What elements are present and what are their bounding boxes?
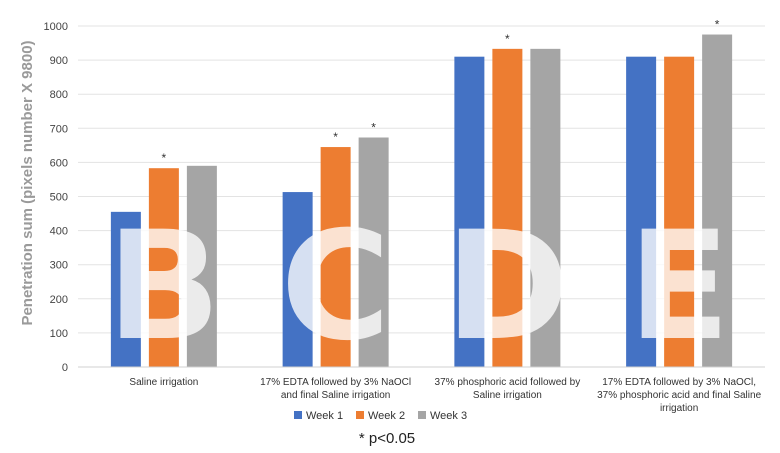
panel-letter: C: [281, 200, 391, 374]
bar: [358, 137, 389, 367]
y-tick-labels: 0 100 200 300 400 500 600 700 800 900 1000: [44, 21, 68, 374]
y-tick-label: 800: [50, 89, 68, 101]
bar: [320, 147, 351, 367]
bar: [492, 48, 523, 368]
bar: [148, 168, 179, 367]
legend-label: Week 1: [306, 410, 343, 422]
panel-letter: E: [628, 200, 730, 374]
legend-label: Week 3: [430, 410, 467, 422]
bar: [110, 211, 141, 367]
category-label: Saline irrigation: [473, 390, 542, 401]
y-tick-label: 200: [50, 294, 68, 306]
bar: [282, 192, 313, 367]
y-tick-label: 0: [62, 362, 68, 374]
category-label: 17% EDTA followed by 3% NaOCl: [260, 377, 411, 388]
y-tick-label: 100: [50, 328, 68, 340]
bar: [186, 165, 217, 367]
y-tick-label: 1000: [44, 21, 68, 33]
panel-letter: D: [445, 200, 570, 374]
y-tick-label: 400: [50, 226, 68, 238]
y-tick-label: 900: [50, 55, 68, 67]
legend-label: Week 2: [368, 410, 405, 422]
legend-swatch: [356, 411, 364, 419]
significance-star: *: [371, 121, 376, 135]
significance-footnote: * p<0.05: [359, 430, 415, 447]
bar: [530, 48, 561, 368]
category-label: 17% EDTA followed by 3% NaOCl,: [602, 377, 756, 388]
significance-star: *: [162, 151, 167, 165]
significance-star: *: [715, 18, 720, 32]
significance-star: *: [333, 130, 338, 144]
y-tick-label: 600: [50, 157, 68, 169]
legend-swatch: [294, 411, 302, 419]
bar: [626, 56, 657, 367]
category-label: and final Saline irrigation: [281, 390, 391, 401]
significance-star: *: [505, 32, 510, 46]
bar: [664, 56, 695, 367]
bar: [454, 56, 485, 367]
significance-markers: * * * * *: [162, 18, 720, 166]
panel-letter: B: [107, 200, 221, 374]
bar: [702, 34, 733, 368]
category-labels: Saline irrigation 17% EDTA followed by 3%…: [129, 377, 761, 414]
legend-swatch: [418, 411, 426, 419]
category-label: Saline irrigation: [129, 377, 198, 388]
y-axis-label: Penetration sum (pixels number X 9800): [19, 40, 36, 325]
y-tick-label: 700: [50, 123, 68, 135]
category-label: irrigation: [660, 403, 698, 414]
bars: [110, 34, 733, 368]
y-tick-label: 500: [50, 192, 68, 204]
y-tick-label: 300: [50, 260, 68, 272]
legend: Week 1 Week 2 Week 3: [294, 410, 467, 422]
category-label: 37% phosphoric acid followed by: [435, 377, 581, 388]
category-label: 37% phosphoric acid and final Saline: [597, 390, 761, 401]
